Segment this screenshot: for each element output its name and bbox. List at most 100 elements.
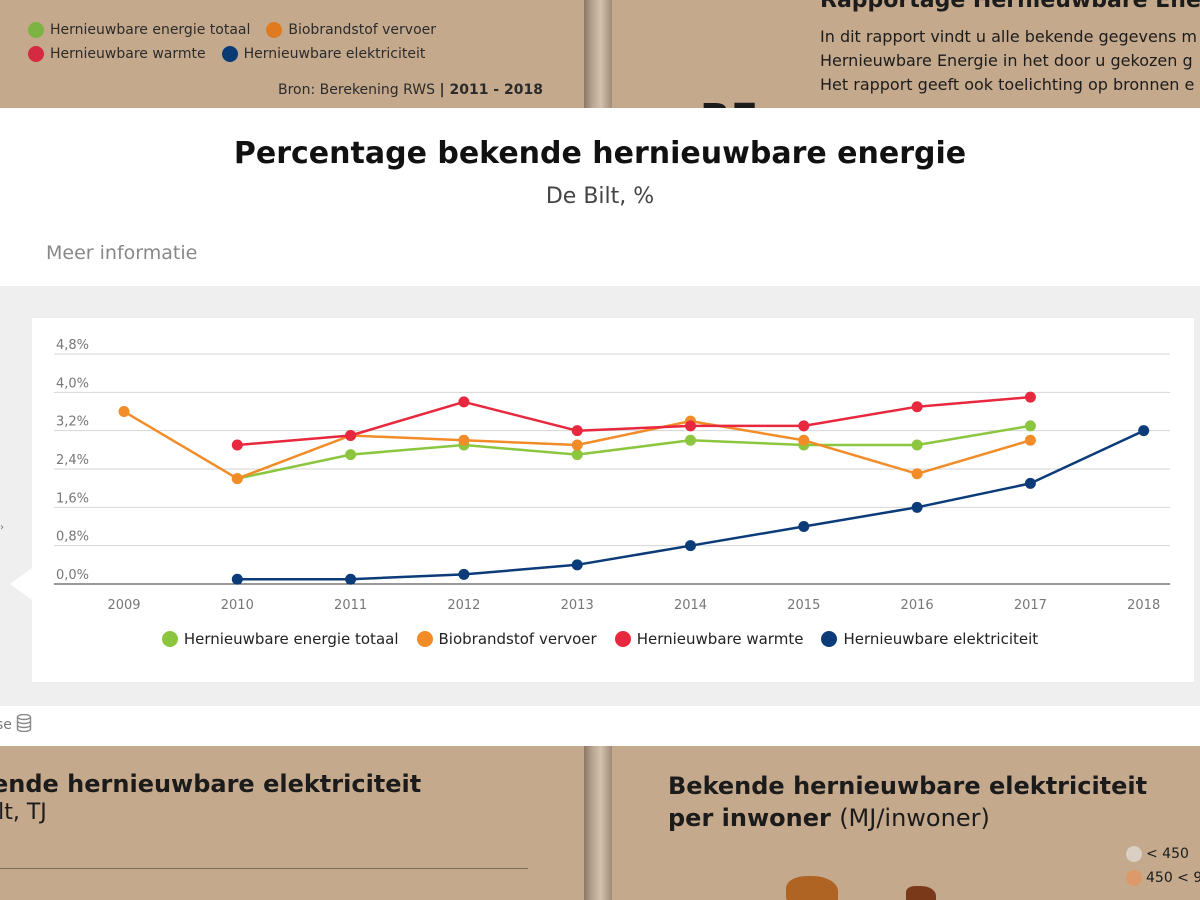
more-info-link[interactable]: Meer informatie [46, 242, 198, 264]
data-point[interactable] [118, 406, 130, 417]
data-point[interactable] [1024, 477, 1036, 489]
data-point[interactable] [571, 449, 583, 461]
y-tick-label: 3,2% [56, 415, 89, 430]
legend-dot [28, 22, 44, 38]
series-line [237, 424, 1031, 480]
data-point[interactable] [911, 501, 923, 513]
y-tick-label: 4,8% [56, 338, 89, 353]
x-tick-label: 2013 [561, 598, 594, 613]
map-region[interactable] [786, 876, 838, 900]
electricity-panel-subtitle: ilt, TJ [0, 800, 47, 825]
report-line: Hernieuwbare Energie in het door u gekoz… [820, 51, 1193, 70]
legend-label: Hernieuwbare energie totaal [183, 630, 399, 648]
source-text: Bron: Berekening RWS [278, 82, 436, 98]
legend-item-totaal[interactable]: Hernieuwbare energie totaal [161, 630, 399, 648]
data-point[interactable] [345, 573, 357, 585]
line-chart: 0,0% 0,8% 1,6% 2,4% 3,2% 4,0% 4,8% 2009 2010 2011… [54, 338, 1170, 613]
x-tick-label: 2014 [674, 598, 707, 613]
legend-label: Hernieuwbare warmte [636, 630, 804, 648]
x-tick-label: 2012 [447, 598, 480, 613]
per-capita-title-text: Bekende hernieuwbare elektriciteit per i… [668, 772, 1148, 832]
report-title: Rapportage Hernieuwbare Ene [820, 0, 1200, 13]
data-point[interactable] [685, 434, 696, 446]
report-line: Het rapport geeft ook toelichting op bro… [820, 75, 1195, 94]
chart-legend: Hernieuwbare energie totaal Biobrandstof… [0, 630, 1200, 648]
legend-label: Hernieuwbare elektriciteit [243, 46, 426, 62]
map-legend-swatch [1126, 846, 1142, 862]
y-tick-label: 0,0% [56, 568, 89, 583]
data-point[interactable] [798, 434, 810, 446]
y-tick-label: 0,8% [56, 530, 89, 545]
legend-label: Hernieuwbare warmte [50, 46, 206, 62]
data-point[interactable] [458, 396, 470, 408]
x-tick-label: 2011 [334, 598, 367, 613]
panel-pointer [10, 568, 32, 600]
map-legend: < 450 450 < 90 [1126, 846, 1200, 894]
data-point[interactable] [571, 559, 583, 571]
y-tick-label: 2,4% [56, 453, 89, 468]
modal-footer: se [0, 713, 32, 736]
map-legend-item: < 450 [1126, 846, 1200, 862]
chart-subtitle: De Bilt, % [545, 184, 655, 209]
map-legend-label: < 450 [1146, 846, 1189, 862]
data-point[interactable] [1138, 425, 1150, 437]
data-point[interactable] [345, 429, 357, 441]
legend-dot [266, 22, 283, 38]
database-icon[interactable] [16, 713, 32, 736]
x-tick-label: 2009 [107, 598, 140, 613]
chart-area: › 0,0% 0,8% 1,6% 2,4% 3,2% 4,0% 4,8% 2009 2010 20… [0, 286, 1200, 706]
legend-item-biobrandstof[interactable]: Biobrandstof vervoer [416, 630, 597, 648]
legend-dot [614, 631, 631, 647]
report-panel: Rapportage Hernieuwbare Ene In dit rappo… [820, 0, 1200, 97]
report-line: In dit rapport vindt u alle bekende gege… [820, 27, 1197, 46]
panel-rule [0, 868, 528, 869]
map-region[interactable] [906, 886, 936, 900]
data-point[interactable] [1024, 391, 1036, 403]
map-legend-label: 450 < 90 [1146, 870, 1200, 886]
background-legend-item: Hernieuwbare energie totaal [28, 22, 250, 38]
data-point[interactable] [458, 568, 470, 580]
footer-text: se [0, 717, 12, 733]
x-tick-label: 2010 [221, 598, 254, 613]
data-point[interactable] [458, 434, 470, 446]
data-point[interactable] [685, 540, 696, 552]
x-tick-label: 2017 [1014, 598, 1047, 613]
data-point[interactable] [231, 473, 243, 485]
per-capita-title: Bekende hernieuwbare elektriciteit per i… [668, 770, 1188, 834]
data-point[interactable] [798, 521, 810, 532]
data-point[interactable] [345, 449, 357, 461]
data-point[interactable] [1024, 434, 1036, 446]
per-capita-unit: (MJ/inwoner) [839, 804, 990, 832]
data-point[interactable] [1024, 420, 1036, 432]
background-legend-item: Hernieuwbare warmte [28, 46, 206, 62]
x-tick-label: 2015 [787, 598, 820, 613]
data-point[interactable] [798, 420, 810, 432]
background-legend: Hernieuwbare energie totaal Biobrandstof… [28, 22, 548, 70]
data-point[interactable] [231, 439, 243, 451]
data-point[interactable] [911, 468, 923, 480]
legend-dot [221, 46, 238, 62]
chart-card: 0,0% 0,8% 1,6% 2,4% 3,2% 4,0% 4,8% 2009 2010 2011… [32, 318, 1194, 682]
x-tick-label: 2016 [901, 598, 934, 613]
legend-item-elektriciteit[interactable]: Hernieuwbare elektriciteit [821, 630, 1038, 648]
data-point[interactable] [911, 439, 923, 451]
x-tick-label: 2018 [1127, 598, 1160, 613]
data-point[interactable] [571, 425, 583, 437]
legend-label: Biobrandstof vervoer [438, 630, 597, 648]
legend-label: Hernieuwbare energie totaal [50, 22, 251, 38]
data-point[interactable] [911, 401, 923, 413]
source-range: | 2011 - 2018 [439, 82, 543, 98]
electricity-panel-title: ende hernieuwbare elektriciteit [0, 770, 422, 798]
legend-label: Hernieuwbare elektriciteit [843, 630, 1039, 648]
chart-modal: Percentage bekende hernieuwbare energie … [0, 108, 1200, 746]
map-legend-item: 450 < 90 [1126, 870, 1200, 886]
legend-dot [821, 631, 838, 647]
legend-dot [28, 46, 44, 62]
data-point[interactable] [571, 439, 583, 451]
data-point[interactable] [231, 573, 243, 585]
legend-item-warmte[interactable]: Hernieuwbare warmte [614, 630, 804, 648]
data-point[interactable] [685, 420, 696, 432]
electricity-panel: ende hernieuwbare elektriciteit ilt, TJ [0, 770, 532, 869]
y-tick-label: 1,6% [56, 491, 89, 506]
map-legend-swatch [1126, 870, 1142, 886]
